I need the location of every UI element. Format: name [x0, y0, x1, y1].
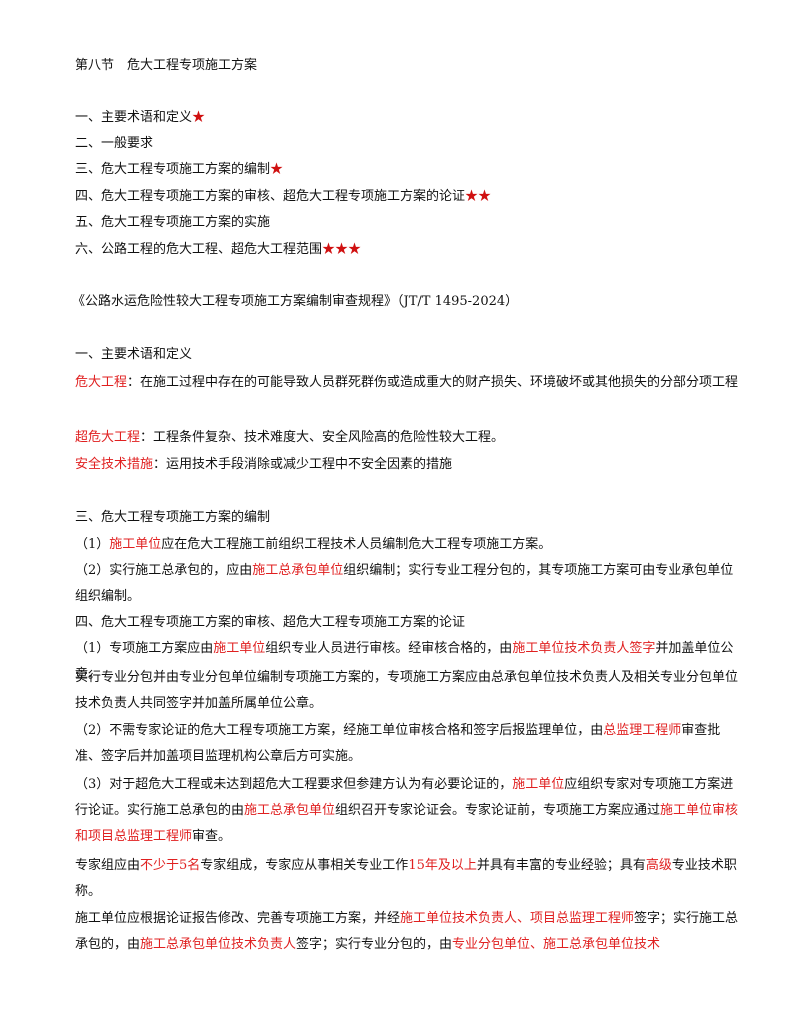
term-definition: 安全技术措施：运用技术手段消除或减少工程中不安全因素的措施	[75, 457, 453, 472]
section-title: 第八节 危大工程专项施工方案	[75, 58, 258, 73]
terms-heading: 一、主要术语和定义	[75, 347, 193, 362]
star-icon: ★★★	[322, 242, 362, 257]
prep-heading: 三、危大工程专项施工方案的编制	[75, 510, 271, 525]
review-item: （2）不需专家论证的危大工程专项施工方案，经施工单位审核合格和签字后报监理单位，…	[75, 723, 721, 764]
prep-item: （1）施工单位应在危大工程施工前组织工程技术人员编制危大工程专项施工方案。	[75, 537, 552, 552]
standard-reference: 《公路水运危险性较大工程专项施工方案编制审查规程》（JT/T 1495-2024…	[72, 294, 519, 309]
outline-item: 五、危大工程专项施工方案的实施	[75, 215, 271, 230]
term-name: 超危大工程	[75, 430, 141, 445]
outline-item: 六、公路工程的危大工程、超危大工程范围★★★	[75, 242, 362, 257]
outline-item: 一、主要术语和定义★	[75, 110, 206, 125]
outline-item: 四、危大工程专项施工方案的审核、超危大工程专项施工方案的论证★★	[75, 189, 492, 204]
term-definition: 超危大工程：工程条件复杂、技术难度大、安全风险高的危险性较大工程。	[75, 430, 505, 445]
revision-requirement: 施工单位应根据论证报告修改、完善专项施工方案，并经施工单位技术负责人、项目总监理…	[75, 911, 739, 952]
term-name: 危大工程	[75, 375, 128, 390]
term-definition: 危大工程：在施工过程中存在的可能导致人员群死群伤或造成重大的财产损失、环境破坏或…	[75, 375, 739, 390]
outline-item: 三、危大工程专项施工方案的编制★	[75, 162, 284, 177]
prep-item: （2）实行施工总承包的，应由施工总承包单位组织编制；实行专业工程分包的，其专项施…	[75, 563, 734, 604]
expert-requirement: 专家组应由不少于5名专家组成，专家应从事相关专业工作15年及以上并具有丰富的专业…	[75, 858, 737, 899]
outline-item: 二、一般要求	[75, 136, 154, 151]
star-icon: ★	[270, 162, 284, 177]
term-name: 安全技术措施	[75, 457, 154, 472]
star-icon: ★★	[465, 189, 492, 204]
review-item: （1）专项施工方案应由施工单位组织专业人员进行审核。经审核合格的，由施工单位技术…	[75, 641, 734, 682]
review-item: （3）对于超危大工程或未达到超危大工程要求但参建方认为有必要论证的，施工单位应组…	[75, 777, 739, 844]
review-heading: 四、危大工程专项施工方案的审核、超危大工程专项施工方案的论证	[75, 615, 466, 630]
star-icon: ★	[192, 110, 206, 125]
review-paragraph: 实行专业分包并由专业分包单位编制专项施工方案的，专项施工方案应由总承包单位技术负…	[75, 670, 739, 711]
